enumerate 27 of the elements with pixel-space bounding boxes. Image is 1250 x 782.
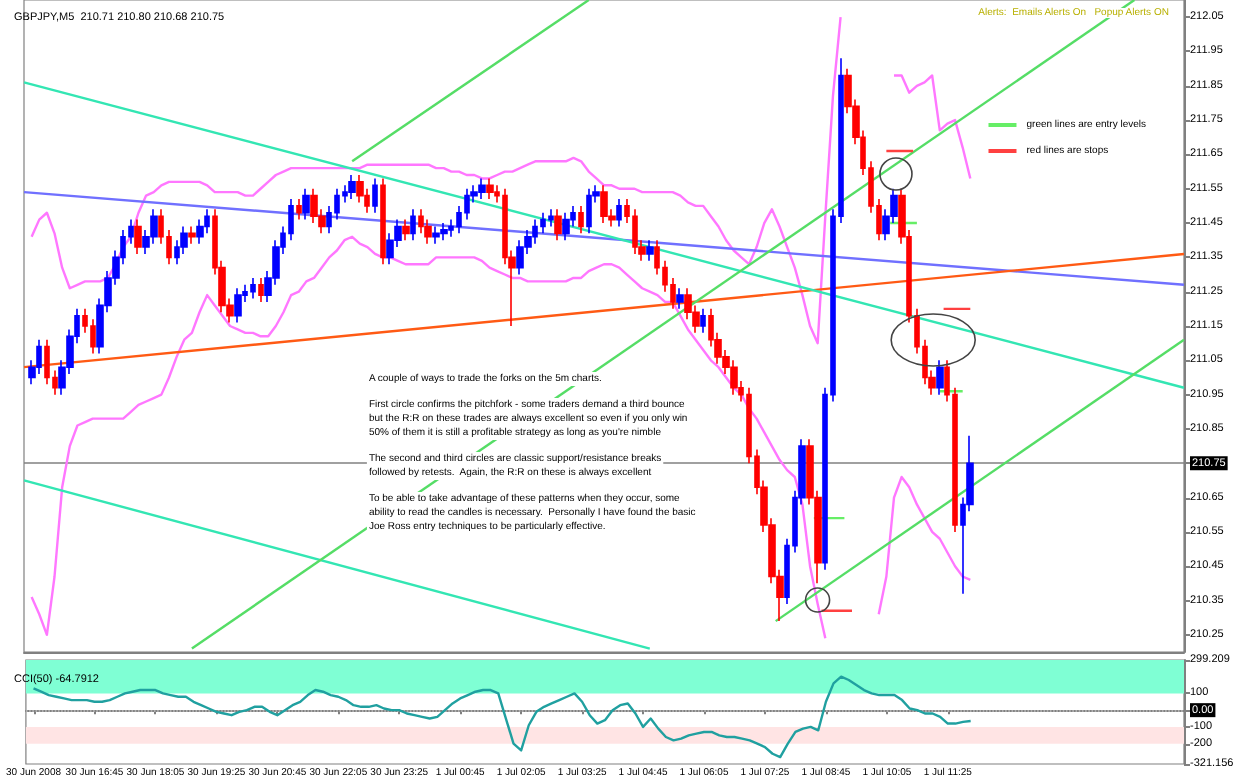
candlestick [302, 187, 310, 221]
candlestick [486, 177, 494, 200]
candlestick [432, 225, 440, 245]
candlestick [478, 177, 486, 200]
candlestick [936, 359, 944, 396]
candlestick [600, 184, 608, 224]
candlestick [372, 177, 378, 214]
candlestick [548, 208, 554, 228]
candlestick [402, 218, 410, 242]
candlestick [562, 211, 570, 242]
candlestick [676, 287, 684, 310]
candlestick [586, 187, 592, 235]
candlestick [134, 218, 142, 255]
candlestick [188, 225, 196, 245]
candlestick [410, 208, 416, 242]
candlestick [250, 277, 256, 300]
candlestick [348, 174, 356, 200]
candlestick [258, 277, 264, 303]
candlestick [380, 177, 386, 266]
candlestick [578, 205, 584, 235]
candlestick [234, 287, 242, 324]
candlestick [554, 208, 562, 242]
candlestick [296, 198, 302, 221]
candlestick [440, 222, 448, 242]
candlestick [700, 308, 706, 334]
candlestick [616, 198, 622, 228]
candlestick [646, 239, 654, 262]
